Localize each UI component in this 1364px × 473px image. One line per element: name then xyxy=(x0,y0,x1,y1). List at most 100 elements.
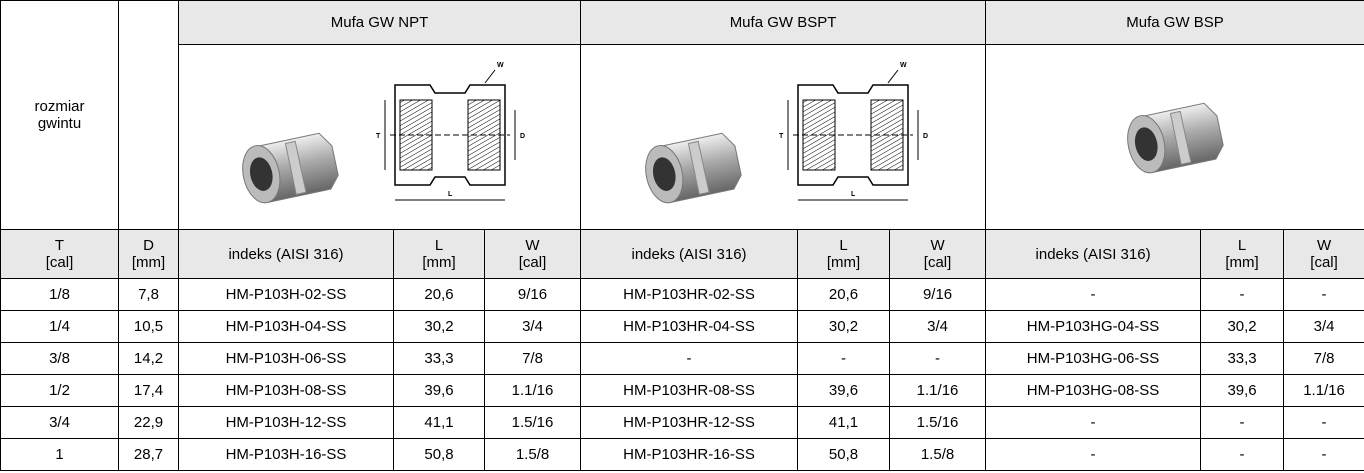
cell: - xyxy=(986,279,1201,311)
cell: 39,6 xyxy=(798,375,890,407)
cell: 1.5/8 xyxy=(485,439,581,471)
cell: 20,6 xyxy=(798,279,890,311)
cell-text: L xyxy=(798,237,889,254)
cell-text: gwintu xyxy=(1,115,118,132)
empty-header xyxy=(119,1,179,230)
cell-text: indeks (AISI 316) xyxy=(179,246,393,263)
column-header: L[mm] xyxy=(1201,230,1284,279)
cell: 50,8 xyxy=(798,439,890,471)
cell-text: [mm] xyxy=(1201,254,1283,271)
cell-text: W xyxy=(485,237,580,254)
cell: 9/16 xyxy=(485,279,581,311)
drawing-label: D xyxy=(520,133,525,140)
cell: 3/4 xyxy=(485,311,581,343)
cell: 3/4 xyxy=(1284,311,1364,343)
drawing-label: T xyxy=(779,133,784,140)
cell: - xyxy=(1201,407,1284,439)
cell-text: [cal] xyxy=(485,254,580,271)
page: rozmiargwintuMufa GW NPTMufa GW BSPTMufa… xyxy=(0,0,1364,473)
cell: 20,6 xyxy=(394,279,485,311)
cell: 1.1/16 xyxy=(890,375,986,407)
column-header: D[mm] xyxy=(119,230,179,279)
cell: 3/4 xyxy=(1,407,119,439)
cell: HM-P103H-04-SS xyxy=(179,311,394,343)
drawing-label: T xyxy=(376,133,381,140)
cell: 17,4 xyxy=(119,375,179,407)
cell-text: W xyxy=(1284,237,1364,254)
fitting-photo xyxy=(1115,85,1235,185)
cell: HM-P103HR-08-SS xyxy=(581,375,798,407)
cell: 30,2 xyxy=(1201,311,1284,343)
cell: 33,3 xyxy=(1201,343,1284,375)
column-header: L[mm] xyxy=(394,230,485,279)
fitting-photo xyxy=(230,115,350,215)
cell: HM-P103HR-02-SS xyxy=(581,279,798,311)
fitting-photo xyxy=(633,115,753,215)
cell: 9/16 xyxy=(890,279,986,311)
cell: 7/8 xyxy=(485,343,581,375)
drawing-label: W xyxy=(900,62,907,69)
cell: - xyxy=(1284,279,1364,311)
cell: 7/8 xyxy=(1284,343,1364,375)
cell: 1.5/16 xyxy=(890,407,986,439)
cell: - xyxy=(1201,279,1284,311)
cell-text: [cal] xyxy=(1284,254,1364,271)
cell-text: indeks (AISI 316) xyxy=(581,246,797,263)
cell: 41,1 xyxy=(394,407,485,439)
cell: HM-P103H-08-SS xyxy=(179,375,394,407)
drawing-label: W xyxy=(497,62,504,69)
column-header: W[cal] xyxy=(890,230,986,279)
subheader-row: T[cal]D[mm]indeks (AISI 316)L[mm]W[cal]i… xyxy=(1,230,1364,279)
cell: HM-P103HG-06-SS xyxy=(986,343,1201,375)
cell: HM-P103H-02-SS xyxy=(179,279,394,311)
column-header: indeks (AISI 316) xyxy=(986,230,1201,279)
cell-text: [mm] xyxy=(394,254,484,271)
cell: HM-P103HR-12-SS xyxy=(581,407,798,439)
cell: 33,3 xyxy=(394,343,485,375)
group-header: Mufa GW NPT xyxy=(179,1,581,45)
cell: - xyxy=(890,343,986,375)
column-header: W[cal] xyxy=(1284,230,1364,279)
cell-text: L xyxy=(1201,237,1283,254)
column-header: W[cal] xyxy=(485,230,581,279)
cell: - xyxy=(986,439,1201,471)
cell: 39,6 xyxy=(1201,375,1284,407)
cell: 14,2 xyxy=(119,343,179,375)
cell: 1.5/16 xyxy=(485,407,581,439)
fitting-drawing: W T D L xyxy=(773,55,933,215)
cell-text: [mm] xyxy=(119,254,178,271)
group-header: Mufa GW BSP xyxy=(986,1,1364,45)
cell-text: W xyxy=(890,237,985,254)
cell: 50,8 xyxy=(394,439,485,471)
cell: HM-P103H-16-SS xyxy=(179,439,394,471)
image-cell: W T D L xyxy=(179,45,581,230)
column-header: L[mm] xyxy=(798,230,890,279)
cell: 1.5/8 xyxy=(890,439,986,471)
cell: 1.1/16 xyxy=(1284,375,1364,407)
column-header: T[cal] xyxy=(1,230,119,279)
cell: 3/8 xyxy=(1,343,119,375)
cell: - xyxy=(1201,439,1284,471)
cell-text: T xyxy=(1,237,118,254)
cell: HM-P103HR-16-SS xyxy=(581,439,798,471)
cell: 1 xyxy=(1,439,119,471)
drawing-label: L xyxy=(851,191,856,198)
cell: 28,7 xyxy=(119,439,179,471)
cell: 1/2 xyxy=(1,375,119,407)
column-header: indeks (AISI 316) xyxy=(581,230,798,279)
cell: 30,2 xyxy=(798,311,890,343)
cell-text: [cal] xyxy=(1,254,118,271)
cell: - xyxy=(1284,439,1364,471)
image-cell xyxy=(986,45,1364,230)
cell: HM-P103HG-08-SS xyxy=(986,375,1201,407)
cell: 1/8 xyxy=(1,279,119,311)
cell: 30,2 xyxy=(394,311,485,343)
cell: - xyxy=(798,343,890,375)
